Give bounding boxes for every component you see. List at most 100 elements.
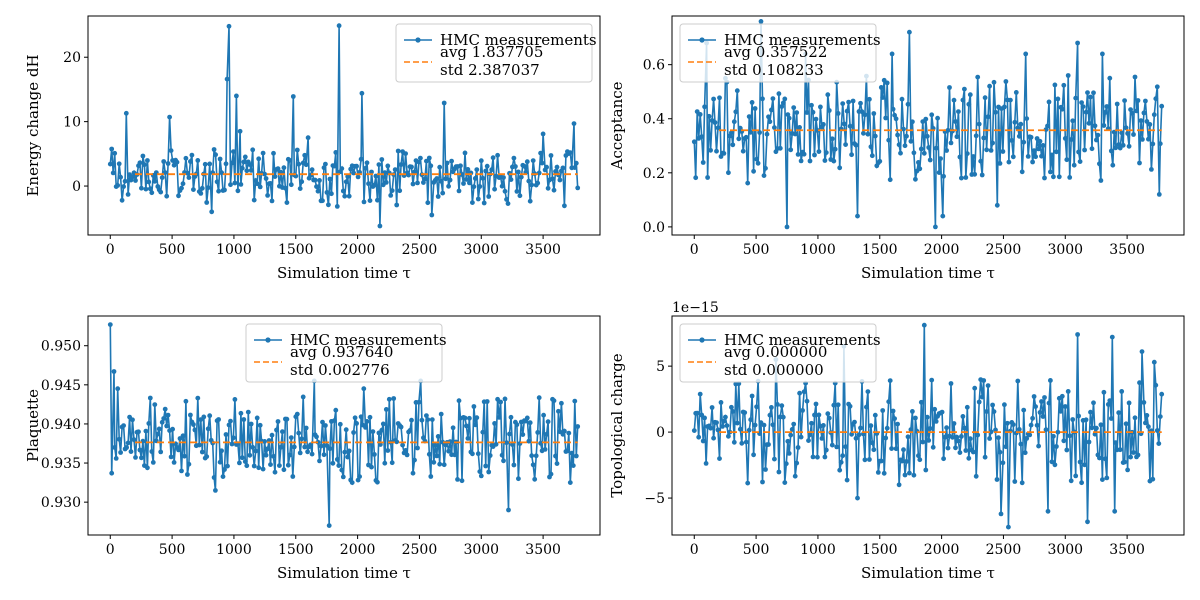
data-point [1028,422,1034,428]
y-axis-label: Plaquette [24,389,42,462]
data-point [112,445,118,450]
data-point [792,131,798,137]
data-point [566,430,572,436]
data-point [818,104,823,110]
data-point [844,477,850,483]
data-point [326,523,332,528]
data-point [871,111,877,116]
data-point [554,164,560,170]
data-point [1073,95,1079,101]
data-point [1146,136,1151,142]
data-point [1049,152,1055,158]
data-point [717,95,722,101]
data-point [1067,433,1073,439]
data-point [188,412,193,418]
data-point [186,461,192,467]
data-point [1119,130,1125,136]
data-point [397,188,403,194]
data-point [115,183,121,188]
data-point [763,467,768,472]
data-point [226,23,232,29]
x-tick-label: 2500 [402,242,438,258]
data-point [562,428,567,434]
data-point [1153,96,1159,102]
data-point [130,174,135,180]
data-point [1024,436,1030,441]
data-point [299,436,305,442]
data-point [426,155,432,161]
data-point [871,447,877,453]
data-point [1000,460,1006,466]
data-point [923,467,929,473]
data-point [913,176,918,182]
data-point [507,431,512,437]
data-point [567,480,573,485]
data-point [1088,94,1093,100]
data-point [297,186,303,192]
data-point [829,442,835,448]
data-point [921,322,927,328]
data-point [816,412,822,418]
data-point [815,127,820,133]
data-point [933,145,939,151]
data-point [516,476,521,482]
data-point [1116,410,1122,416]
data-point [452,452,457,458]
data-point [109,146,115,152]
data-point [1076,413,1081,419]
data-point [869,153,875,159]
data-point [115,386,121,392]
data-point [916,453,921,459]
data-point [375,197,380,203]
data-point [1068,478,1074,484]
data-point [556,408,561,414]
data-point [766,442,771,447]
data-point [216,188,222,194]
data-point [1036,443,1041,449]
data-point [726,433,731,439]
data-point [1097,161,1102,167]
data-point [697,112,703,117]
data-point [422,176,428,182]
data-point [428,163,434,169]
data-point [155,431,161,437]
data-point [1070,118,1076,124]
data-point [128,449,134,454]
data-point [990,402,995,408]
data-point [947,85,952,90]
data-point [418,155,423,161]
data-point [222,187,227,193]
data-point [1025,154,1031,159]
x-axis-label: Simulation time τ [861,564,995,582]
data-point [1151,359,1157,365]
data-point [1141,400,1147,405]
data-point [1153,382,1159,388]
data-point [972,171,978,177]
data-point [483,463,489,469]
data-point [164,423,170,429]
x-axis-label: Simulation time τ [861,264,995,282]
subplot-plaquette: 0 500 1000 1500 2000 2500 3000 3500 0.930 0.935 0.… [24,315,601,582]
data-point [489,167,495,173]
data-point [757,130,762,135]
data-point [702,415,707,421]
data-point [1132,74,1138,80]
data-point [1083,109,1089,115]
data-point [149,190,155,196]
data-point [161,416,167,421]
data-point [893,446,899,452]
data-point [504,440,509,446]
data-point [467,415,472,421]
data-point [569,450,575,456]
data-point [167,114,173,120]
data-point [884,80,890,86]
data-point [821,122,826,127]
data-point [970,154,976,159]
data-point [1101,389,1107,395]
data-point [1156,441,1162,446]
data-point [367,198,373,204]
data-point [518,174,524,180]
data-point [956,438,961,444]
x-tick-label: 1500 [278,242,314,258]
data-point [294,147,300,153]
